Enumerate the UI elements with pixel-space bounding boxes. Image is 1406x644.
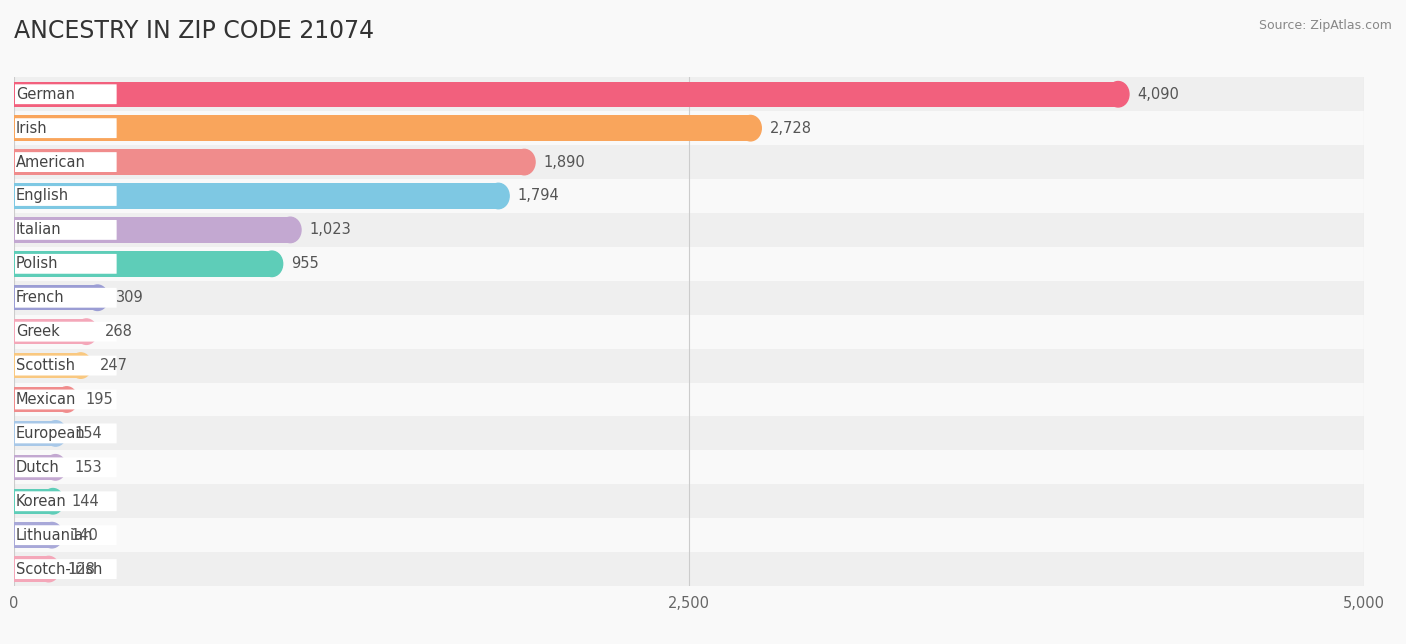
Bar bbox=[14, 421, 56, 446]
Bar bbox=[14, 556, 49, 582]
Bar bbox=[14, 319, 86, 345]
Text: Irish: Irish bbox=[15, 120, 48, 136]
Ellipse shape bbox=[488, 184, 509, 209]
Text: 144: 144 bbox=[72, 494, 100, 509]
Text: 2,728: 2,728 bbox=[769, 120, 811, 136]
Bar bbox=[14, 315, 1364, 348]
Ellipse shape bbox=[56, 387, 77, 412]
Text: 4,090: 4,090 bbox=[1137, 87, 1180, 102]
Text: 309: 309 bbox=[117, 290, 145, 305]
FancyBboxPatch shape bbox=[14, 559, 117, 579]
Text: Korean: Korean bbox=[15, 494, 66, 509]
Text: Greek: Greek bbox=[15, 324, 59, 339]
Text: American: American bbox=[15, 155, 86, 169]
Text: Polish: Polish bbox=[15, 256, 58, 271]
Bar bbox=[14, 552, 1364, 586]
Text: 955: 955 bbox=[291, 256, 319, 271]
Bar bbox=[14, 518, 1364, 552]
Bar bbox=[14, 281, 1364, 315]
Text: 247: 247 bbox=[100, 358, 128, 373]
Bar bbox=[14, 387, 66, 412]
Text: Scottish: Scottish bbox=[15, 358, 75, 373]
FancyBboxPatch shape bbox=[14, 186, 117, 206]
Bar bbox=[14, 522, 52, 548]
FancyBboxPatch shape bbox=[14, 220, 117, 240]
FancyBboxPatch shape bbox=[14, 355, 117, 375]
Bar bbox=[14, 285, 97, 310]
Bar bbox=[14, 145, 1364, 179]
FancyBboxPatch shape bbox=[14, 526, 117, 545]
Ellipse shape bbox=[70, 353, 91, 378]
Ellipse shape bbox=[262, 251, 283, 276]
Text: 140: 140 bbox=[70, 527, 98, 543]
Ellipse shape bbox=[513, 149, 536, 175]
FancyBboxPatch shape bbox=[14, 491, 117, 511]
Bar bbox=[14, 353, 80, 378]
Ellipse shape bbox=[42, 489, 63, 514]
Bar bbox=[14, 417, 1364, 450]
Text: Scotch-Irish: Scotch-Irish bbox=[15, 562, 103, 576]
Ellipse shape bbox=[38, 556, 59, 582]
Bar bbox=[14, 115, 751, 141]
Text: Italian: Italian bbox=[15, 222, 62, 238]
Bar bbox=[14, 489, 53, 514]
Text: 268: 268 bbox=[105, 324, 134, 339]
Ellipse shape bbox=[740, 115, 761, 141]
Text: Mexican: Mexican bbox=[15, 392, 76, 407]
Bar bbox=[14, 213, 1364, 247]
FancyBboxPatch shape bbox=[14, 390, 117, 410]
Ellipse shape bbox=[1108, 82, 1129, 107]
Text: Dutch: Dutch bbox=[15, 460, 59, 475]
Text: German: German bbox=[15, 87, 75, 102]
Text: European: European bbox=[15, 426, 86, 441]
Bar bbox=[14, 111, 1364, 145]
Ellipse shape bbox=[45, 421, 66, 446]
Bar bbox=[14, 184, 498, 209]
FancyBboxPatch shape bbox=[14, 84, 117, 104]
Bar bbox=[14, 455, 55, 480]
Bar bbox=[14, 179, 1364, 213]
Ellipse shape bbox=[87, 285, 108, 310]
Ellipse shape bbox=[76, 319, 97, 345]
Bar bbox=[14, 484, 1364, 518]
FancyBboxPatch shape bbox=[14, 322, 117, 341]
Text: Source: ZipAtlas.com: Source: ZipAtlas.com bbox=[1258, 19, 1392, 32]
Text: 1,794: 1,794 bbox=[517, 189, 560, 204]
FancyBboxPatch shape bbox=[14, 457, 117, 477]
Bar bbox=[14, 82, 1118, 107]
Bar bbox=[14, 348, 1364, 383]
Text: 1,890: 1,890 bbox=[543, 155, 585, 169]
Ellipse shape bbox=[45, 455, 66, 480]
Text: French: French bbox=[15, 290, 65, 305]
Bar bbox=[14, 251, 271, 276]
FancyBboxPatch shape bbox=[14, 118, 117, 138]
Bar bbox=[14, 450, 1364, 484]
Text: Lithuanian: Lithuanian bbox=[15, 527, 93, 543]
Ellipse shape bbox=[41, 522, 63, 548]
FancyBboxPatch shape bbox=[14, 288, 117, 308]
FancyBboxPatch shape bbox=[14, 152, 117, 172]
Bar bbox=[14, 149, 524, 175]
Text: 153: 153 bbox=[75, 460, 101, 475]
Ellipse shape bbox=[280, 217, 301, 243]
Text: 1,023: 1,023 bbox=[309, 222, 352, 238]
Text: 154: 154 bbox=[75, 426, 103, 441]
FancyBboxPatch shape bbox=[14, 424, 117, 443]
Bar bbox=[14, 217, 290, 243]
Text: English: English bbox=[15, 189, 69, 204]
FancyBboxPatch shape bbox=[14, 254, 117, 274]
Bar bbox=[14, 247, 1364, 281]
Text: 128: 128 bbox=[67, 562, 96, 576]
Bar bbox=[14, 383, 1364, 417]
Text: 195: 195 bbox=[86, 392, 114, 407]
Text: ANCESTRY IN ZIP CODE 21074: ANCESTRY IN ZIP CODE 21074 bbox=[14, 19, 374, 43]
Bar bbox=[14, 77, 1364, 111]
